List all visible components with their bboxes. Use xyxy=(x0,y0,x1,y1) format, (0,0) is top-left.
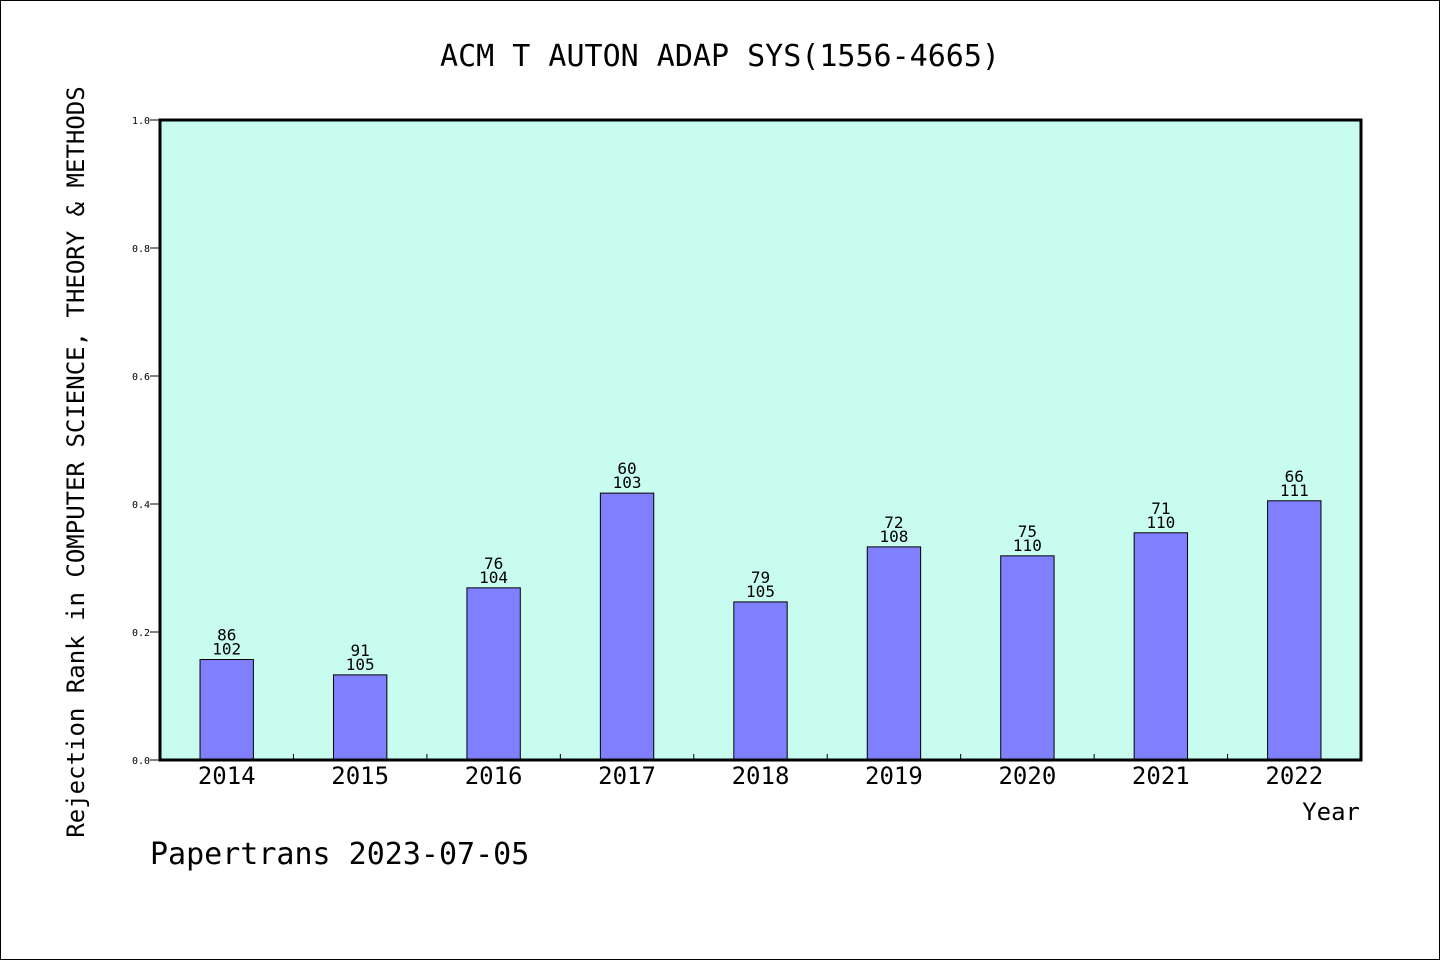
x-tick-label: 2017 xyxy=(598,762,656,790)
bar-label-bottom: 104 xyxy=(479,568,508,587)
bar xyxy=(733,601,788,761)
x-tick-label: 2021 xyxy=(1132,762,1190,790)
bar-label-bottom: 105 xyxy=(746,582,775,601)
bar-label-bottom: 108 xyxy=(879,527,908,546)
x-tick-label: 2015 xyxy=(331,762,389,790)
bar xyxy=(1133,532,1189,761)
bar xyxy=(1000,555,1055,761)
bar xyxy=(199,659,254,761)
footer-credit: Papertrans 2023-07-05 xyxy=(150,837,529,872)
x-tick-label: 2018 xyxy=(732,762,790,790)
bar-label-top: 72 xyxy=(884,513,903,532)
bars xyxy=(199,492,1322,761)
x-axis-label: Year xyxy=(1302,798,1360,826)
y-axis-label: Rejection Rank in COMPUTER SCIENCE, THEO… xyxy=(62,86,90,837)
bar-label-bottom: 103 xyxy=(613,473,642,492)
y-tick-label: 0.4 xyxy=(132,500,150,511)
bar xyxy=(599,492,655,761)
x-tick-label: 2016 xyxy=(465,762,523,790)
bar-label-bottom: 102 xyxy=(212,640,241,659)
plot-frame xyxy=(158,118,1363,762)
axis-ticks: 0.0 0.2 0.4 0.6 0.8 1.0 xyxy=(132,116,1229,767)
bar-label-bottom: 110 xyxy=(1013,536,1042,555)
bar-label-top: 60 xyxy=(617,459,636,478)
y-tick-label: 0.0 xyxy=(132,756,150,767)
y-tick-label: 0.2 xyxy=(132,628,150,639)
bar xyxy=(332,674,388,761)
bar-label-top: 75 xyxy=(1018,522,1037,541)
bar-label-bottom: 110 xyxy=(1146,513,1175,532)
bar-label-top: 86 xyxy=(217,626,236,645)
bar-label-top: 66 xyxy=(1285,467,1304,486)
bar-label-top: 79 xyxy=(751,568,770,587)
x-tick-label: 2022 xyxy=(1265,762,1323,790)
bar-label-top: 76 xyxy=(484,554,503,573)
x-tick-label: 2019 xyxy=(865,762,923,790)
y-tick-label: 1.0 xyxy=(132,116,150,127)
bar-label-bottom: 105 xyxy=(346,655,375,674)
bar-label-top: 71 xyxy=(1151,499,1170,518)
x-tick-label: 2014 xyxy=(198,762,256,790)
bar-labels: 2014102862015105912016104762017103602018… xyxy=(198,459,1323,790)
bar-label-bottom: 111 xyxy=(1280,481,1309,500)
bar xyxy=(866,546,922,761)
y-tick-label: 0.8 xyxy=(132,244,150,255)
bar xyxy=(466,587,521,761)
bar-label-top: 91 xyxy=(351,641,370,660)
y-tick-label: 0.6 xyxy=(132,372,150,383)
bar xyxy=(1267,500,1322,761)
x-tick-label: 2020 xyxy=(998,762,1056,790)
chart-title: ACM T AUTON ADAP SYS(1556-4665) xyxy=(440,39,1000,74)
